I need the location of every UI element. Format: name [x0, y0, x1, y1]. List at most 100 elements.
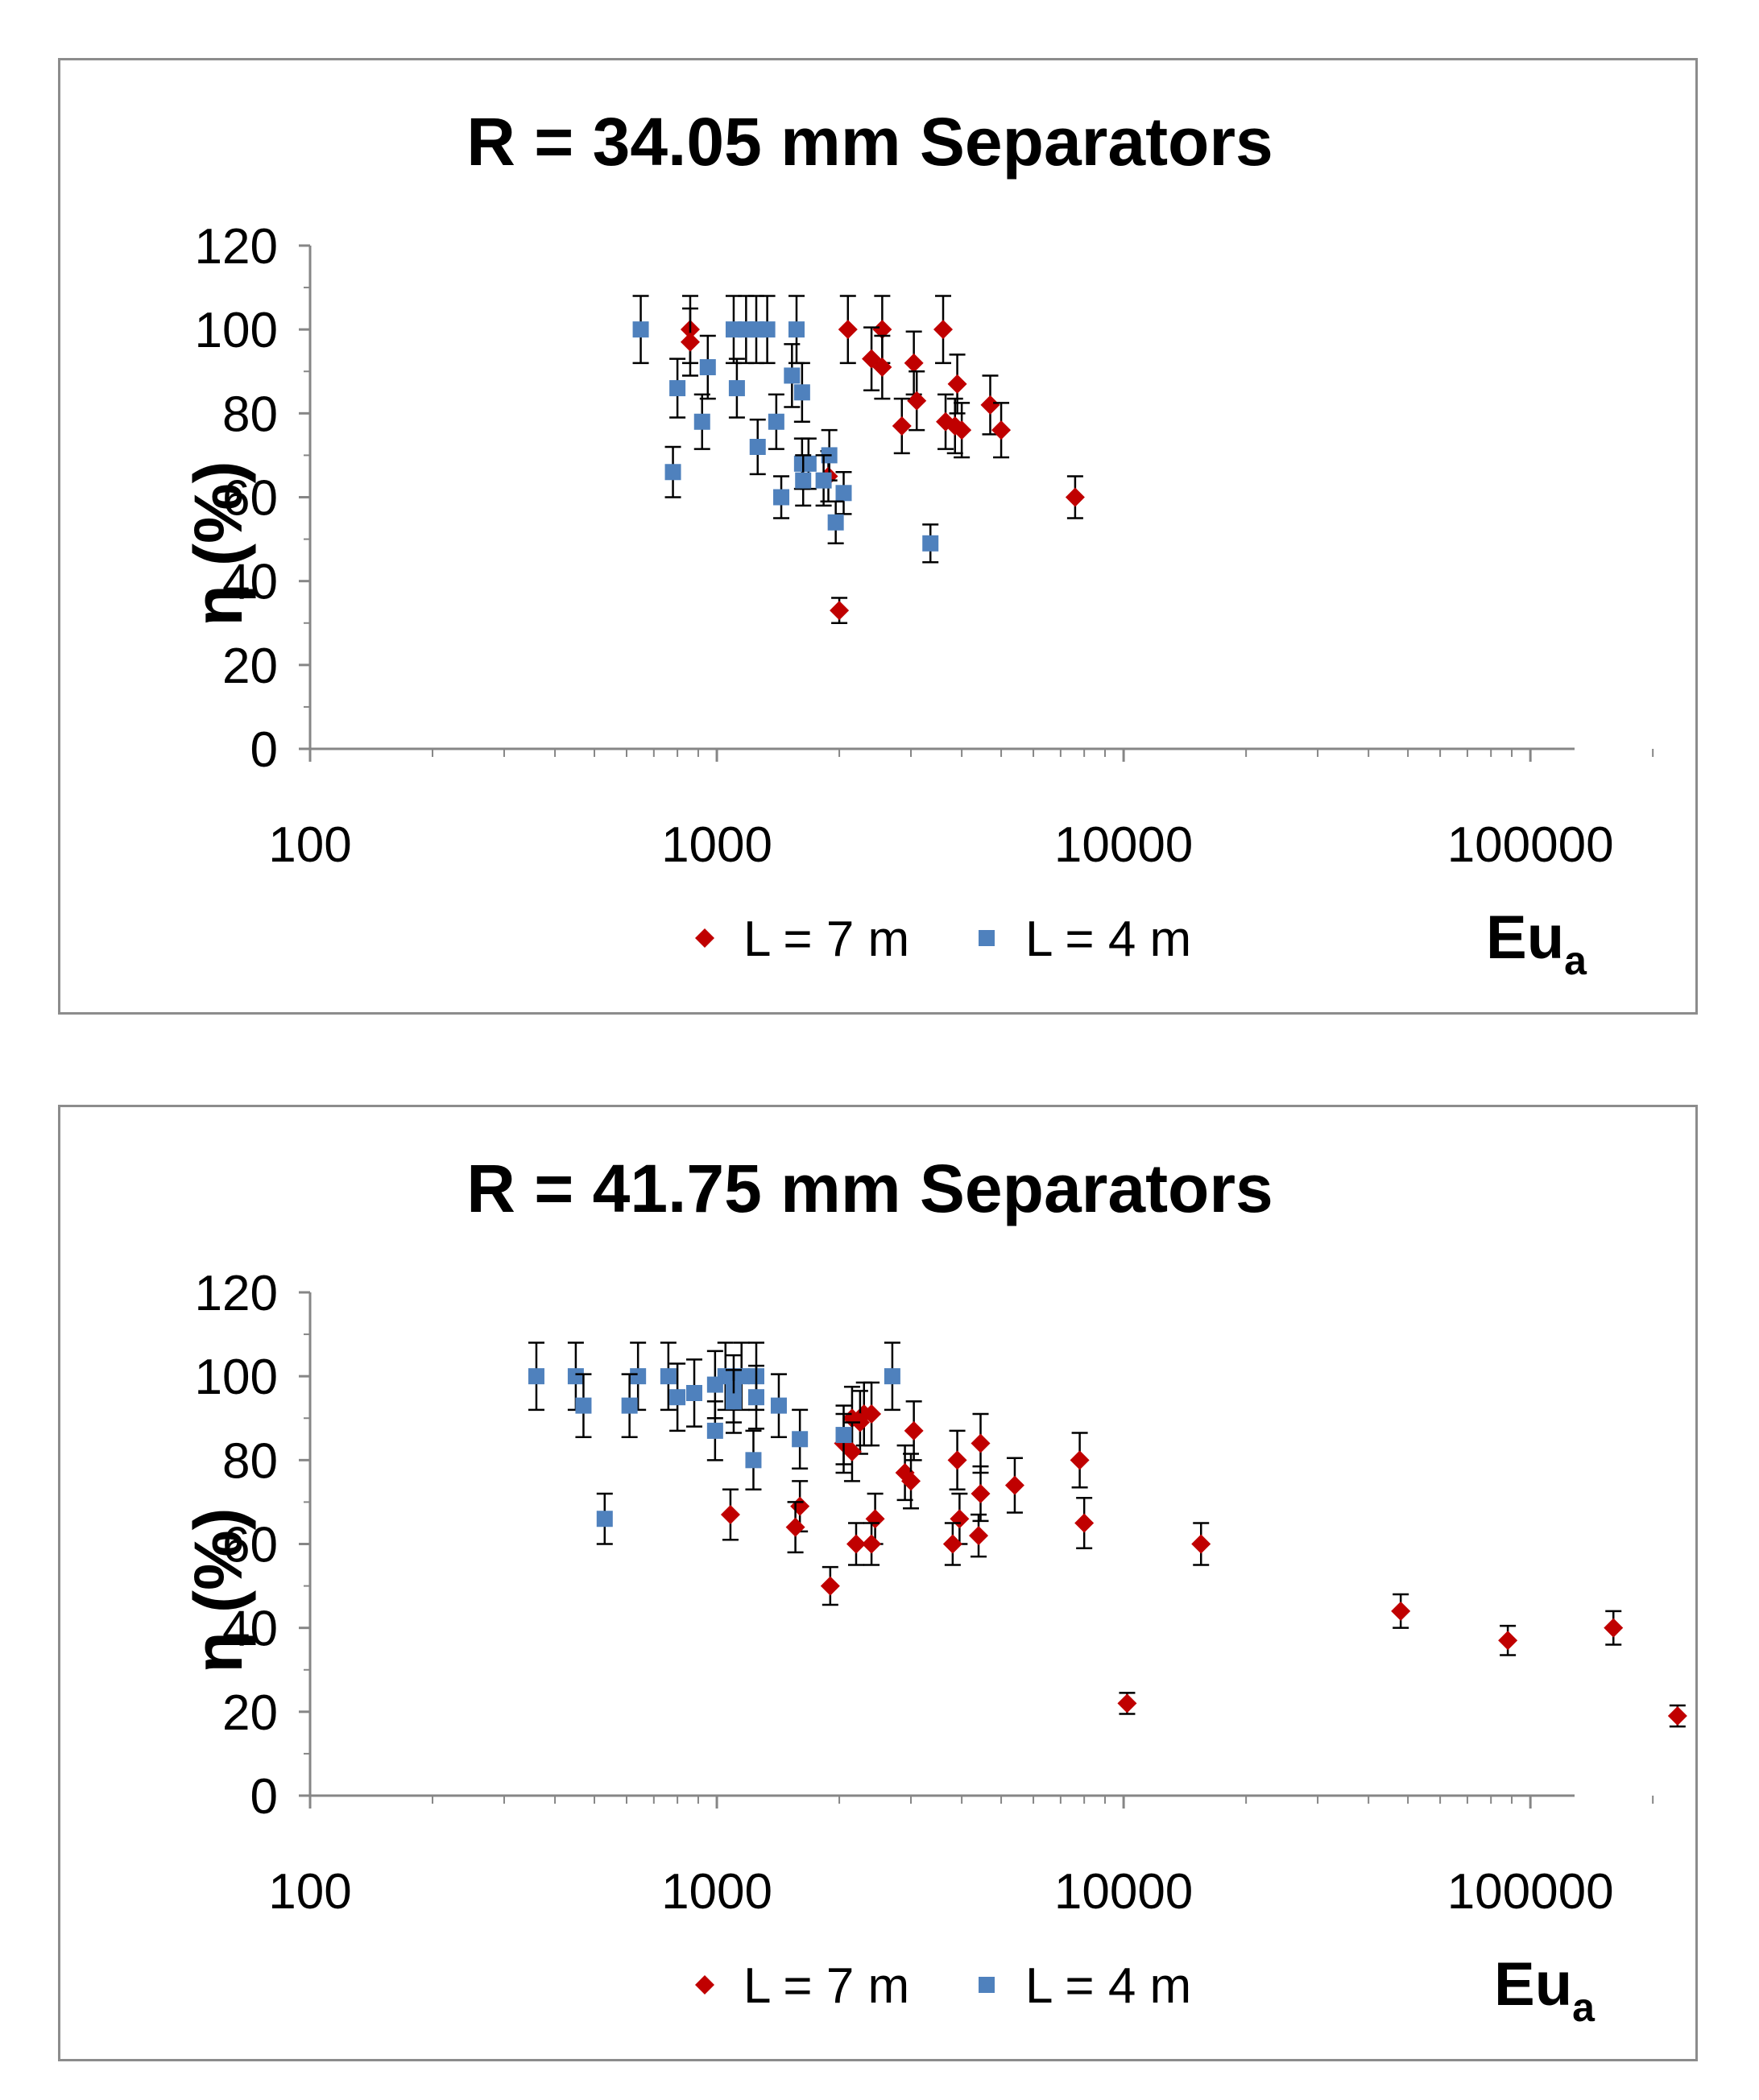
- legend-marker: [979, 1977, 995, 1993]
- x-tick-label: 10000: [1054, 1864, 1193, 1920]
- legend-label: L = 4 m: [1025, 912, 1191, 967]
- data-point: [706, 1376, 723, 1393]
- series-1: [680, 295, 1085, 624]
- data-point: [901, 1471, 921, 1491]
- legend-label: L = 4 m: [1025, 1958, 1191, 2014]
- chart-title: R = 41.75 mm Separators: [466, 1151, 1273, 1226]
- data-point: [800, 455, 817, 472]
- data-point: [895, 1462, 915, 1482]
- data-point: [669, 1389, 686, 1406]
- data-point: [792, 1431, 809, 1448]
- y-tick-label: 100: [195, 1350, 278, 1405]
- y-tick-label: 80: [222, 387, 278, 442]
- data-point: [725, 1393, 742, 1410]
- series-2: [632, 295, 939, 564]
- legend-label: L = 7 m: [743, 912, 909, 967]
- x-axis-label: Eua: [1494, 1950, 1596, 2030]
- data-point: [820, 1576, 840, 1596]
- data-point: [991, 420, 1012, 440]
- data-point: [759, 321, 776, 338]
- data-point: [669, 380, 686, 397]
- data-point: [773, 489, 790, 506]
- data-point: [980, 395, 1000, 415]
- y-tick-label: 0: [250, 1769, 278, 1825]
- chart-svg-1: R = 34.05 mm Separators 0 20 40 60 80 100 120 1…: [180, 104, 1654, 983]
- data-point: [596, 1511, 613, 1527]
- data-point: [770, 1397, 787, 1414]
- data-point: [835, 1427, 852, 1444]
- data-point: [630, 1368, 647, 1385]
- data-point: [862, 1534, 882, 1554]
- data-point: [862, 349, 882, 369]
- data-point: [632, 321, 649, 338]
- data-point: [745, 1452, 762, 1469]
- data-point: [815, 472, 832, 489]
- y-tick-label: 120: [195, 219, 278, 275]
- x-axis-label: Eua: [1486, 903, 1587, 983]
- y-axis-label: η (%): [180, 1507, 256, 1672]
- y-tick-label: 120: [195, 1266, 278, 1321]
- data-point: [621, 1397, 638, 1414]
- legend-marker: [695, 1975, 714, 1995]
- data-point: [575, 1397, 592, 1414]
- data-point: [788, 321, 805, 338]
- chart-svg-2: R = 41.75 mm Separators 0 20 40 60 80 100 120 1…: [180, 1151, 1687, 2030]
- data-point: [872, 358, 892, 378]
- data-point: [1004, 1475, 1024, 1495]
- data-point: [842, 1441, 862, 1461]
- data-point: [922, 535, 939, 552]
- data-point: [952, 420, 972, 440]
- data-point: [907, 391, 927, 411]
- legend-marker: [695, 928, 714, 948]
- data-point: [693, 413, 710, 430]
- data-point: [1191, 1534, 1211, 1554]
- data-point: [793, 384, 810, 401]
- data-point: [528, 1368, 544, 1385]
- legend-item-1: L = 7 m: [695, 1958, 909, 2014]
- data-point: [838, 320, 858, 340]
- x-tick-label: 10000: [1054, 817, 1193, 873]
- data-point: [680, 332, 700, 352]
- x-tick-label: 100000: [1447, 817, 1614, 873]
- data-point: [720, 1505, 740, 1525]
- data-point: [1074, 1513, 1095, 1533]
- series-1: [720, 1381, 1687, 1728]
- data-point: [790, 1496, 810, 1516]
- y-tick-label: 20: [222, 1685, 278, 1741]
- legend-item-2: L = 4 m: [979, 912, 1191, 967]
- chart-panel-2: R = 41.75 mm Separators 0 20 40 60 80 100 120 1…: [58, 1105, 1698, 2061]
- data-point: [835, 485, 852, 502]
- data-point: [1498, 1631, 1518, 1651]
- data-point: [947, 374, 967, 394]
- legend-item-2: L = 4 m: [979, 1958, 1191, 2014]
- y-tick-label: 100: [195, 303, 278, 358]
- data-point: [827, 514, 844, 531]
- data-point: [904, 1420, 924, 1441]
- legend-item-1: L = 7 m: [695, 912, 909, 967]
- data-point: [1070, 1450, 1090, 1470]
- data-point: [971, 1433, 991, 1453]
- data-point: [1391, 1601, 1411, 1621]
- data-point: [1604, 1618, 1624, 1638]
- data-point: [686, 1385, 703, 1401]
- data-point: [942, 1534, 962, 1554]
- data-point: [872, 320, 892, 340]
- y-tick-label: 20: [222, 639, 278, 694]
- y-tick-label: 0: [250, 722, 278, 778]
- data-point: [660, 1368, 677, 1385]
- data-point: [785, 1517, 805, 1537]
- x-tick-label: 100: [268, 1864, 351, 1920]
- data-point: [904, 353, 924, 373]
- data-point: [768, 413, 784, 430]
- y-tick-label: 60: [222, 471, 278, 527]
- data-point: [699, 359, 716, 376]
- data-point: [1667, 1706, 1687, 1726]
- data-point: [969, 1526, 989, 1546]
- y-axis-label: η (%): [180, 461, 256, 626]
- data-point: [945, 415, 965, 436]
- data-point: [933, 320, 954, 340]
- y-tick-label: 40: [222, 1602, 278, 1657]
- legend-marker: [979, 930, 995, 946]
- data-point: [664, 464, 681, 481]
- x-tick-label: 1000: [661, 1864, 772, 1920]
